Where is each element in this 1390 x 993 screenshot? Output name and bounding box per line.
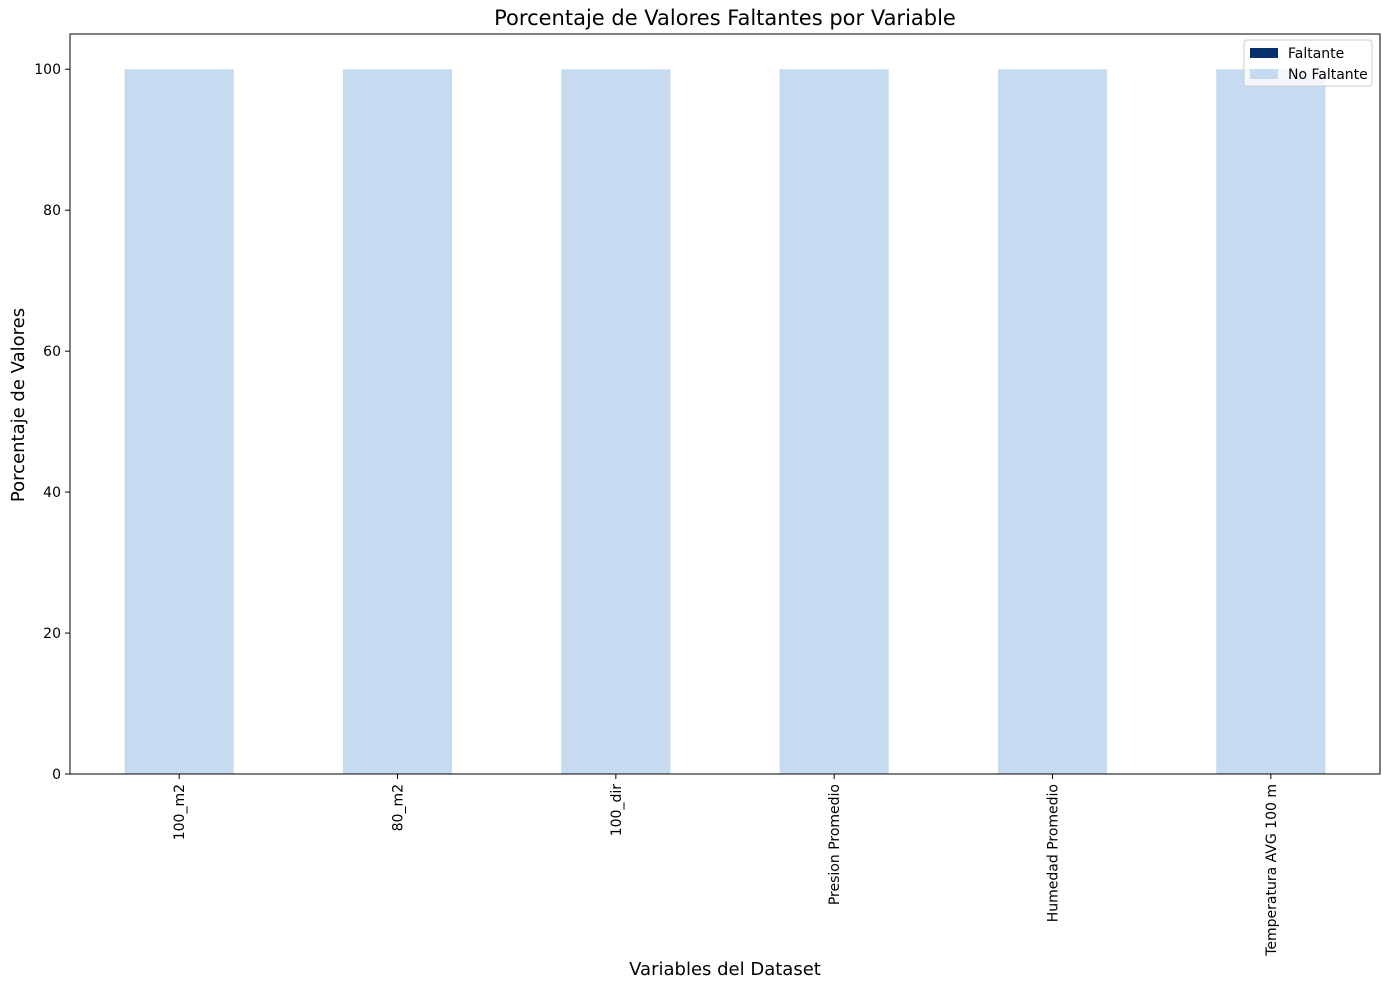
legend-label-no-faltante: No Faltante [1288, 67, 1368, 83]
y-tick-label: 100 [34, 62, 61, 78]
bar-no-faltante-1 [342, 69, 453, 774]
y-tick-label: 0 [52, 767, 61, 783]
bar-no-faltante-4 [997, 69, 1108, 774]
y-tick-label: 80 [43, 203, 61, 219]
x-axis-label: Variables del Dataset [629, 959, 821, 980]
legend-swatch-no-faltante [1250, 69, 1278, 79]
bar-no-faltante-5 [1216, 69, 1326, 774]
bar-no-faltante-3 [779, 69, 889, 774]
x-tick-label: Humedad Promedio [1046, 784, 1062, 922]
y-tick-label: 40 [43, 485, 61, 501]
y-tick-label: 20 [43, 626, 61, 642]
y-axis: 0 20 40 60 80 100 [34, 62, 70, 783]
legend-swatch-faltante [1250, 48, 1278, 58]
x-tick-label: 100_dir [609, 784, 625, 836]
bars-layer [124, 69, 1326, 774]
x-tick-label: 80_m2 [391, 784, 407, 831]
x-tick-label: Presion Promedio [827, 784, 843, 905]
x-axis: 100_m2 80_m2 100_dir Presion Promedio Humeda… [172, 774, 1280, 957]
chart-title: Porcentaje de Valores Faltantes por Vari… [494, 6, 956, 30]
legend: Faltante No Faltante [1243, 39, 1373, 87]
y-axis-label: Porcentaje de Valores [8, 308, 29, 502]
plot-area-frame [69, 33, 1381, 775]
legend-label-faltante: Faltante [1288, 46, 1344, 62]
bar-no-faltante-2 [561, 69, 671, 774]
bar-no-faltante-0 [124, 69, 234, 774]
x-tick-label: 100_m2 [172, 784, 188, 840]
y-tick-label: 60 [43, 344, 61, 360]
x-tick-label: Temperatura AVG 100 m [1264, 784, 1280, 957]
